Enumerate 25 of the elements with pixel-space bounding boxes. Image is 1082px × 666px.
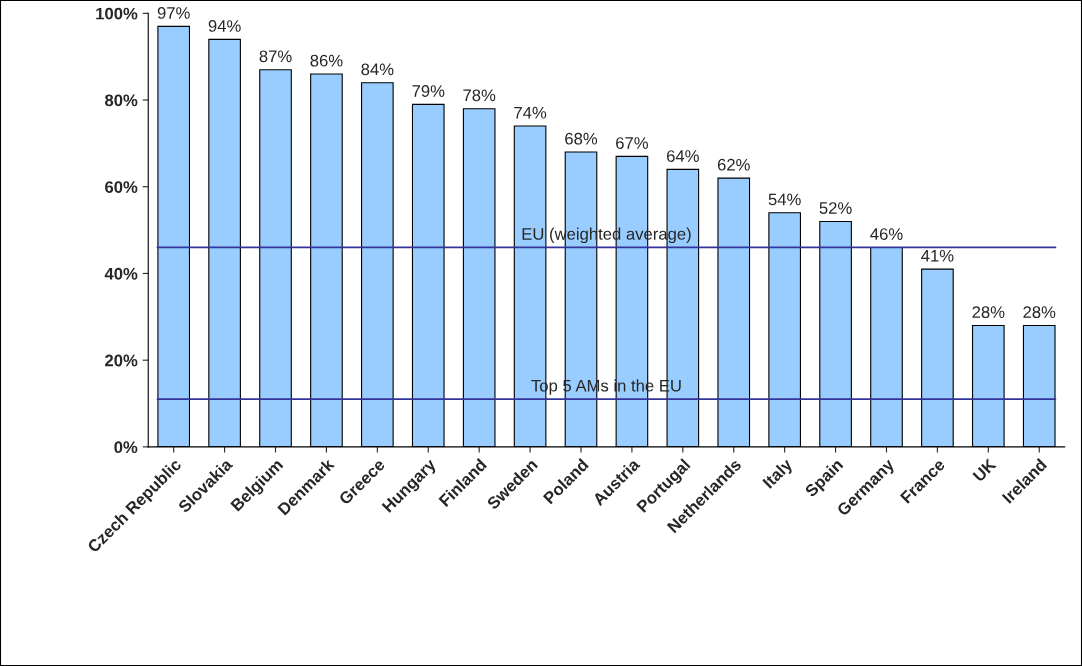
y-tick-label: 60% xyxy=(105,181,138,193)
y-tick-label: 40% xyxy=(104,267,138,280)
data-label: 68% xyxy=(565,132,598,145)
data-label: 94% xyxy=(208,20,241,32)
y-tick-label: 80% xyxy=(104,94,138,107)
y-tick-label: 20% xyxy=(105,354,138,367)
data-label: 79% xyxy=(412,85,445,97)
data-label: 86% xyxy=(310,54,343,67)
data-label: 67% xyxy=(616,137,648,149)
data-label: 87% xyxy=(259,50,292,63)
y-tick-label: 100% xyxy=(96,7,138,20)
data-label: 64% xyxy=(667,150,699,162)
data-label: 74% xyxy=(514,106,547,119)
data-label: 52% xyxy=(819,202,852,214)
data-label: 46% xyxy=(870,228,903,240)
data-label: 41% xyxy=(921,249,954,262)
data-label: 28% xyxy=(972,306,1005,319)
data-label: 62% xyxy=(717,158,750,171)
data-label: 54% xyxy=(768,193,801,206)
data-label: 97% xyxy=(157,7,190,19)
data-label: 28% xyxy=(1023,306,1056,319)
y-tick-label: 0% xyxy=(114,441,138,454)
data-label: 78% xyxy=(463,89,496,102)
data-label: 84% xyxy=(361,63,394,76)
x-tick-label: UK xyxy=(972,457,997,483)
